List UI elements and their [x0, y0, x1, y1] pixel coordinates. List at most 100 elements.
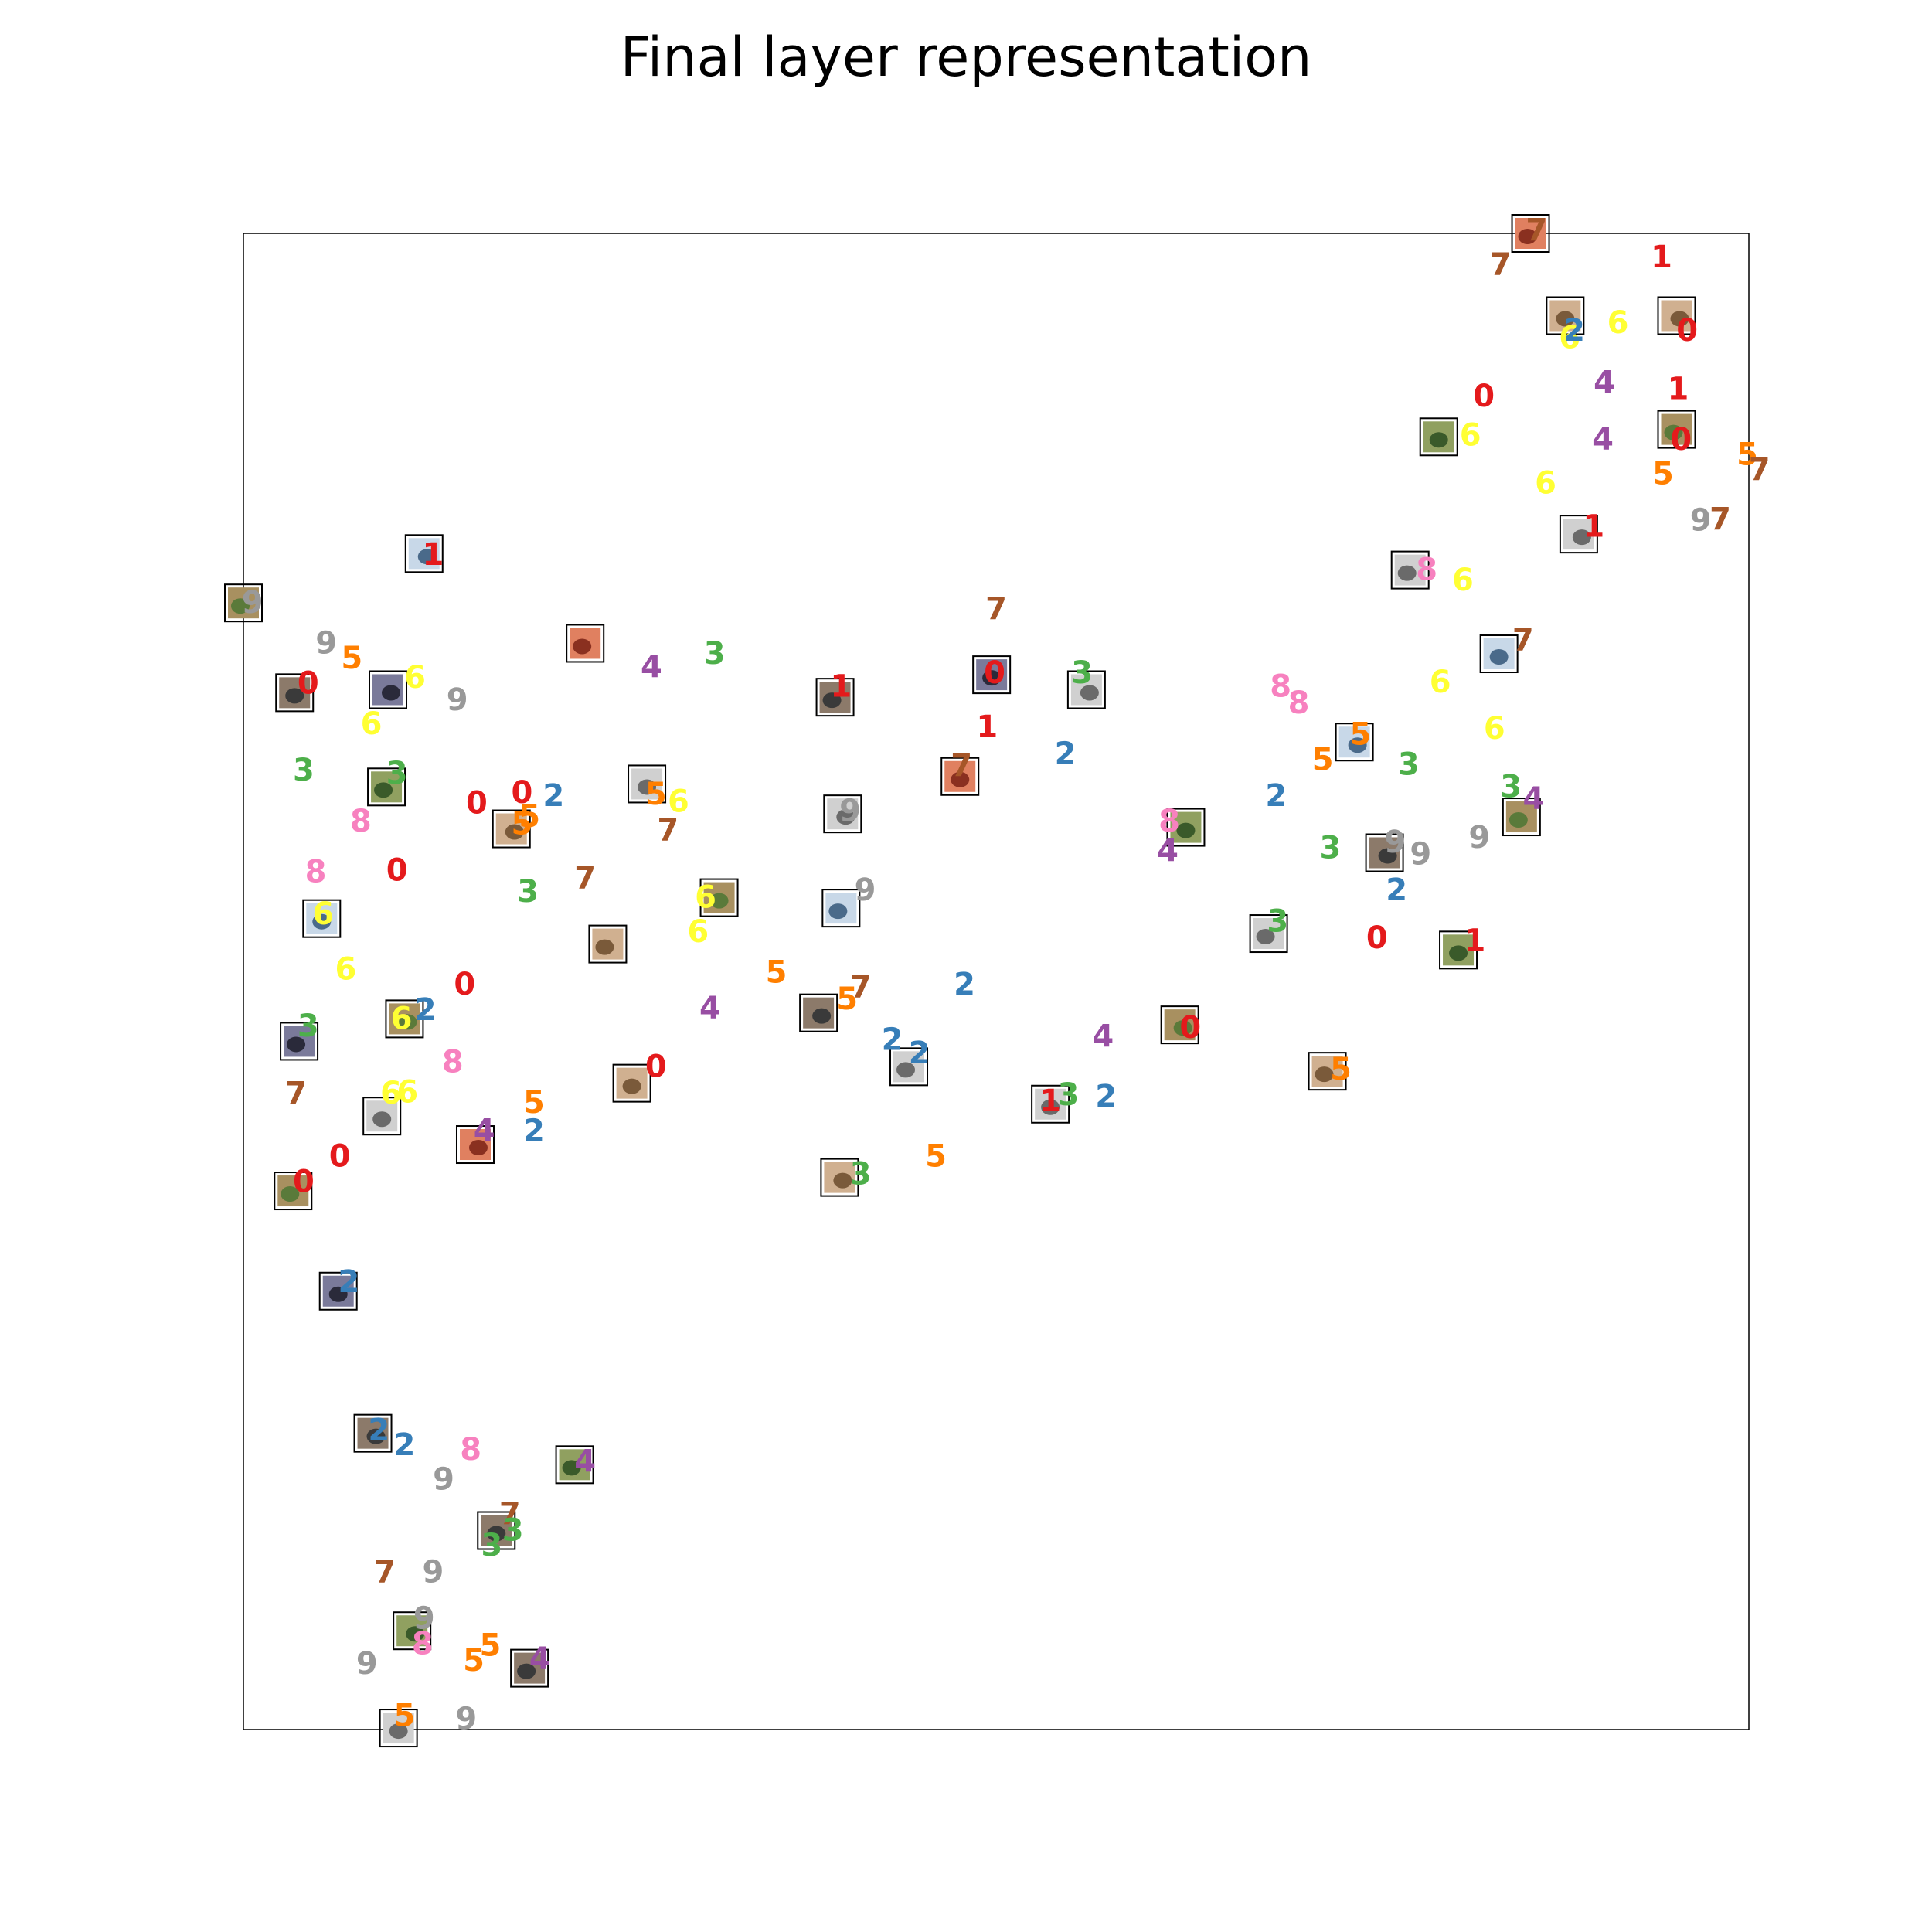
image-thumbnail — [1559, 515, 1598, 554]
digit-label-1: 1 — [1583, 509, 1604, 544]
thumbnail-subject — [1256, 929, 1275, 945]
thumbnail-border — [224, 583, 263, 623]
thumbnail-subject — [1176, 822, 1196, 838]
thumbnail-border — [612, 1063, 651, 1103]
thumbnail-border — [379, 1709, 418, 1748]
digit-label-6: 6 — [361, 706, 383, 742]
digit-label-5: 5 — [766, 954, 787, 990]
thumbnail-border — [393, 1611, 432, 1651]
image-thumbnail — [628, 764, 667, 804]
image-thumbnail — [367, 767, 406, 807]
thumbnail-subject — [595, 939, 614, 955]
digit-label-0: 0 — [1179, 1010, 1201, 1046]
thumbnail-border — [318, 1271, 358, 1311]
digit-label-0: 0 — [1670, 422, 1692, 457]
digit-label-6: 6 — [1452, 563, 1474, 598]
image-thumbnail — [274, 1172, 313, 1211]
image-thumbnail — [302, 899, 342, 938]
thumbnail-subject — [1449, 945, 1468, 961]
image-thumbnail — [275, 673, 315, 713]
thumbnail-subject — [573, 638, 592, 655]
digit-label-8: 8 — [412, 1627, 434, 1662]
digit-label-2: 2 — [1265, 778, 1287, 814]
thumbnail-subject — [1509, 812, 1528, 828]
digit-label-5: 5 — [394, 1699, 416, 1734]
digit-label-9: 9 — [413, 1601, 435, 1637]
image-thumbnail — [699, 878, 739, 917]
digit-label-7: 7 — [499, 1496, 521, 1532]
image-thumbnail — [1657, 296, 1696, 335]
thumbnail-border — [1657, 296, 1696, 335]
image-thumbnail — [280, 1022, 319, 1061]
thumbnail-border — [1031, 1084, 1070, 1124]
thumbnail-border — [1502, 798, 1541, 837]
digit-label-9: 9 — [1690, 503, 1712, 539]
thumbnail-border — [510, 1648, 549, 1688]
thumbnail-subject — [1572, 529, 1591, 546]
thumbnail-subject — [468, 1140, 488, 1156]
digit-label-9: 9 — [1410, 836, 1431, 872]
thumbnail-subject — [287, 1036, 306, 1053]
digit-label-8: 8 — [442, 1045, 464, 1080]
digit-label-2: 2 — [543, 778, 564, 814]
thumbnail-border — [1511, 214, 1550, 253]
thumbnail-subject — [562, 1460, 581, 1476]
image-thumbnail — [1249, 914, 1288, 954]
plot-frame — [243, 233, 1750, 1730]
digit-label-5: 5 — [1330, 1052, 1352, 1087]
image-thumbnail — [492, 809, 531, 849]
digit-label-9: 9 — [839, 793, 861, 828]
digit-label-4: 4 — [1594, 366, 1615, 401]
thumbnail-border — [275, 673, 315, 713]
thumbnail-border — [302, 899, 342, 938]
thumbnail-border — [1479, 634, 1519, 674]
thumbnail-subject — [281, 1186, 300, 1202]
digit-label-7: 7 — [1490, 247, 1512, 283]
image-thumbnail — [1166, 808, 1206, 847]
thumbnail-subject — [896, 1062, 916, 1078]
thumbnail-subject — [231, 598, 250, 614]
digit-label-0: 0 — [1473, 379, 1495, 414]
thumbnail-subject — [1348, 737, 1367, 753]
thumbnail-subject — [1173, 1020, 1192, 1036]
digit-label-6: 6 — [1559, 321, 1580, 356]
digit-label-3: 3 — [704, 636, 726, 672]
image-thumbnail — [1479, 634, 1519, 674]
thumbnail-subject — [828, 903, 848, 920]
digit-label-5: 5 — [1652, 457, 1674, 492]
thumbnail-border — [404, 534, 444, 573]
thumbnail-subject — [622, 1078, 641, 1094]
digit-label-8: 8 — [460, 1432, 481, 1468]
image-thumbnail — [1511, 214, 1550, 253]
digit-label-2: 2 — [1095, 1079, 1117, 1114]
thumbnail-border — [367, 767, 406, 807]
digit-label-7: 7 — [850, 970, 872, 1005]
digit-label-8: 8 — [305, 855, 327, 890]
digit-label-1: 1 — [976, 709, 998, 745]
thumbnail-subject — [709, 893, 729, 909]
image-thumbnail — [353, 1413, 393, 1453]
image-thumbnail — [379, 1709, 418, 1748]
image-thumbnail — [940, 757, 980, 796]
image-thumbnail — [1066, 670, 1106, 709]
digit-label-5: 5 — [925, 1139, 947, 1175]
digit-label-6: 6 — [380, 1076, 402, 1111]
digit-label-3: 3 — [502, 1513, 524, 1549]
thumbnail-border — [1546, 296, 1585, 335]
digit-label-0: 0 — [293, 1164, 315, 1199]
thumbnail-subject — [487, 1526, 506, 1542]
digit-label-0: 0 — [454, 967, 475, 1002]
thumbnail-border — [274, 1172, 313, 1211]
image-thumbnail — [393, 1611, 432, 1651]
thumbnail-border — [1390, 550, 1430, 590]
thumbnail-subject — [1429, 432, 1448, 448]
image-thumbnail — [1335, 723, 1374, 762]
thumbnail-subject — [1670, 311, 1689, 327]
digit-label-7: 7 — [657, 812, 679, 848]
thumbnail-border — [280, 1022, 319, 1061]
digit-label-4: 4 — [529, 1641, 551, 1677]
digit-label-6: 6 — [396, 1074, 418, 1110]
digit-label-6: 6 — [695, 880, 716, 916]
thumbnail-subject — [951, 771, 970, 787]
digit-label-9: 9 — [455, 1701, 477, 1736]
